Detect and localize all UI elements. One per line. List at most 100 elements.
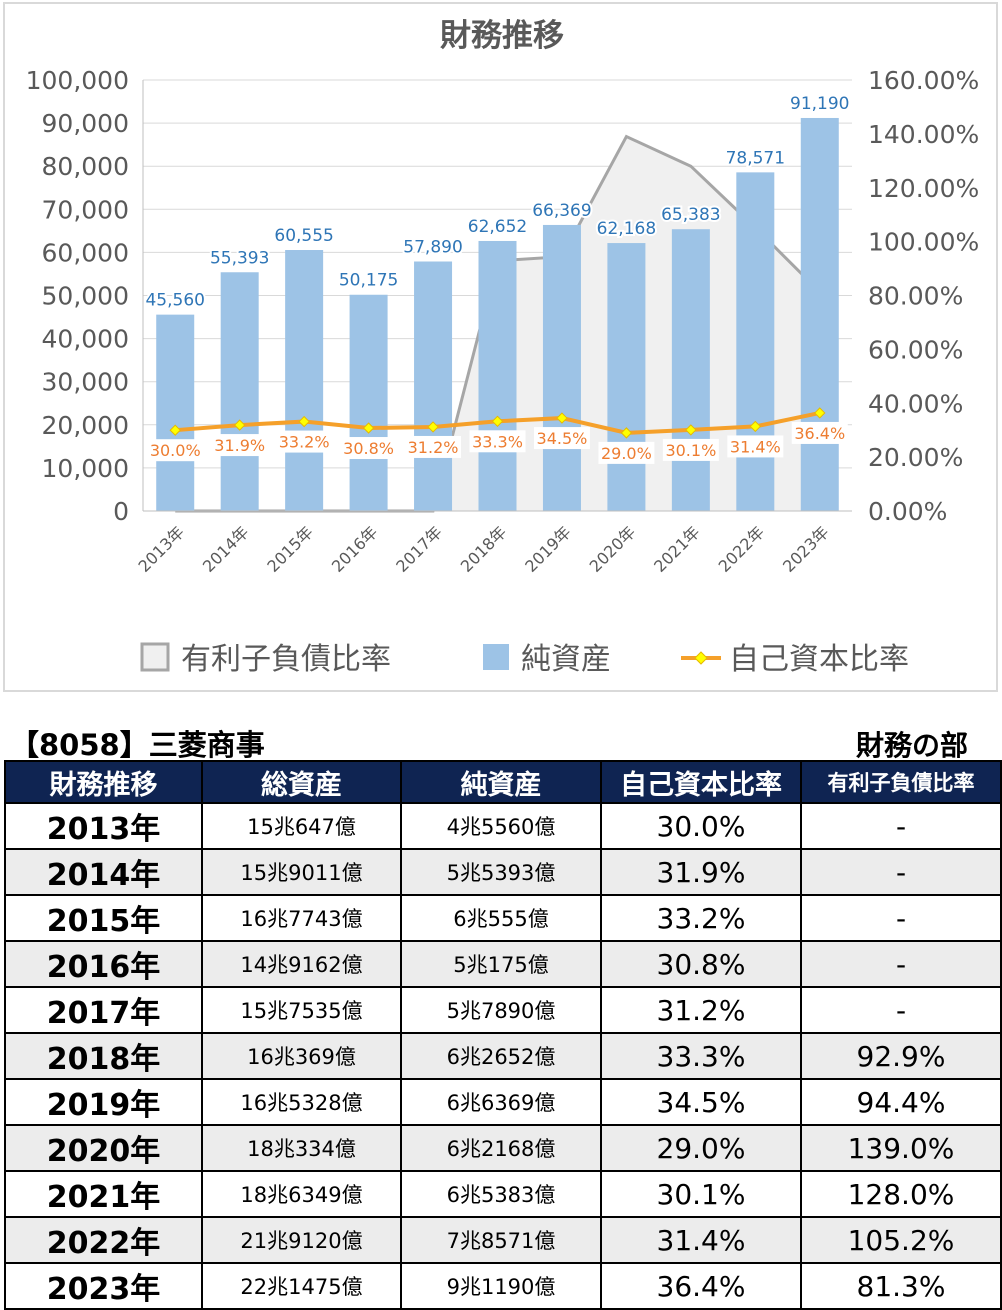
cell-year: 2016年 (4, 940, 203, 988)
line-data-label: 33.2% (279, 433, 330, 452)
line-label-bg (727, 435, 784, 458)
bar-data-label: 55,393 (210, 248, 269, 268)
line-data-label: 31.4% (730, 437, 781, 456)
line-point (233, 419, 246, 431)
y-right-tick-label: 60.00% (868, 335, 963, 364)
x-tick-label: 2023年 (779, 522, 833, 576)
cell-total-assets: 15兆9011億 (201, 848, 402, 896)
y-right-tick-label: 140.00% (868, 120, 979, 149)
y-left-tick-label: 10,000 (42, 454, 129, 483)
header-equity-ratio: 自己資本比率 (600, 760, 802, 804)
financial-table: 財務推移 総資産 純資産 自己資本比率 有利子負債比率 2013年 15兆647億… (4, 760, 1002, 1310)
cell-debt-ratio: - (800, 848, 1002, 896)
line-point (298, 415, 310, 428)
header-net-assets: 純資産 (400, 760, 602, 804)
cell-net-assets: 5兆175億 (400, 940, 602, 988)
line-point (491, 415, 504, 428)
line-data-label: 30.0% (150, 441, 201, 460)
legend-marker-equity-ratio (694, 651, 708, 665)
table-row: 2021年 18兆6349億 6兆5383億 30.1% 128.0% (4, 1170, 1002, 1218)
cell-net-assets: 7兆8571億 (400, 1216, 602, 1264)
cell-year: 2019年 (4, 1078, 203, 1126)
bar-data-label: 62,168 (597, 219, 656, 239)
bar-data-label: 62,652 (468, 217, 527, 237)
y-right-tick-label: 100.00% (868, 228, 979, 257)
cell-net-assets: 6兆5383億 (400, 1170, 602, 1218)
x-tick-label: 2017年 (392, 522, 446, 576)
cell-debt-ratio: 94.4% (800, 1078, 1002, 1126)
y-left-tick-label: 20,000 (42, 411, 129, 440)
line-data-label: 30.1% (665, 441, 716, 460)
header-debt-ratio: 有利子負債比率 (800, 760, 1002, 804)
y-right-tick-label: 160.00% (868, 66, 979, 95)
table-row: 2020年 18兆334億 6兆2168億 29.0% 139.0% (4, 1124, 1002, 1172)
bar (671, 229, 710, 511)
table-row: 2016年 14兆9162億 5兆175億 30.8% - (4, 940, 1002, 988)
line-label-bg (662, 438, 719, 461)
bar-data-label: 66,369 (532, 201, 591, 221)
cell-net-assets: 4兆5560億 (400, 802, 602, 850)
bar-data-label: 60,555 (274, 226, 333, 246)
cell-equity-ratio: 33.2% (600, 894, 802, 942)
cell-year: 2023年 (4, 1262, 203, 1310)
line-data-label: 31.9% (214, 436, 265, 455)
bar (736, 172, 775, 511)
x-tick-label: 2016年 (328, 522, 382, 576)
y-left-tick-label: 100,000 (26, 66, 129, 95)
line-point (749, 420, 762, 433)
bar-data-label: 45,560 (145, 291, 204, 311)
line-point (620, 427, 633, 439)
chart-svg: 財務推移 0 10,000 20,000 30,000 40,000 50,000 60,00… (26, 18, 980, 677)
cell-equity-ratio: 33.3% (600, 1032, 802, 1080)
cell-equity-ratio: 30.1% (600, 1170, 802, 1218)
cell-equity-ratio: 36.4% (600, 1262, 802, 1310)
y-right-tick-label: 20.00% (868, 443, 963, 472)
cell-debt-ratio: - (800, 802, 1002, 850)
y-left-tick-label: 0 (113, 497, 129, 526)
y-right-tick-label: 40.00% (868, 389, 963, 418)
bar (607, 243, 646, 512)
line-label-bg (533, 427, 590, 450)
bar (478, 240, 517, 511)
cell-equity-ratio: 31.2% (600, 986, 802, 1034)
bar (285, 250, 324, 512)
y-right-tick-label: 120.00% (868, 174, 979, 203)
line-label-bg (598, 441, 655, 464)
y-left-tick-label: 90,000 (42, 109, 129, 138)
cell-year: 2017年 (4, 986, 203, 1034)
table-body: 2013年 15兆647億 4兆5560億 30.0% -2014年 15兆9011億 5兆… (4, 802, 1002, 1310)
cell-equity-ratio: 30.8% (600, 940, 802, 988)
cell-year: 2021年 (4, 1170, 203, 1218)
bar-data-label: 57,890 (403, 237, 462, 257)
cell-total-assets: 18兆6349億 (201, 1170, 402, 1218)
bar (414, 261, 453, 511)
y-left-tick-label: 60,000 (42, 238, 129, 267)
y-left-tick-label: 80,000 (42, 152, 129, 181)
bar-data-label: 65,383 (661, 205, 720, 225)
line-label-bg (276, 430, 333, 453)
cell-equity-ratio: 29.0% (600, 1124, 802, 1172)
legend-swatch-net-assets (483, 644, 509, 670)
y-right-tick-label: 0.00% (868, 497, 947, 526)
cell-net-assets: 6兆2652億 (400, 1032, 602, 1080)
cell-net-assets: 5兆5393億 (400, 848, 602, 896)
cell-debt-ratio: 128.0% (800, 1170, 1002, 1218)
line-point (362, 422, 375, 434)
y-right-tick-label: 80.00% (868, 282, 963, 311)
line-data-label: 29.0% (601, 444, 652, 463)
cell-total-assets: 16兆5328億 (201, 1078, 402, 1126)
cell-debt-ratio: - (800, 894, 1002, 942)
legend-label-equity-ratio: 自己資本比率 (729, 642, 909, 677)
section-label: 財務の部 (855, 729, 968, 762)
cell-debt-ratio: 92.9% (800, 1032, 1002, 1080)
company-title: 【8058】三菱商事 (10, 728, 265, 762)
x-tick-label: 2019年 (521, 522, 575, 576)
bar-data-label: 91,190 (790, 94, 849, 114)
table-row: 2023年 22兆1475億 9兆1190億 36.4% 81.3% (4, 1262, 1002, 1310)
line-label-bg (405, 435, 462, 458)
x-tick-label: 2020年 (586, 522, 640, 576)
cell-equity-ratio: 31.4% (600, 1216, 802, 1264)
bar-data-label: 78,571 (726, 148, 785, 168)
cell-total-assets: 16兆7743億 (201, 894, 402, 942)
cell-total-assets: 15兆7535億 (201, 986, 402, 1034)
